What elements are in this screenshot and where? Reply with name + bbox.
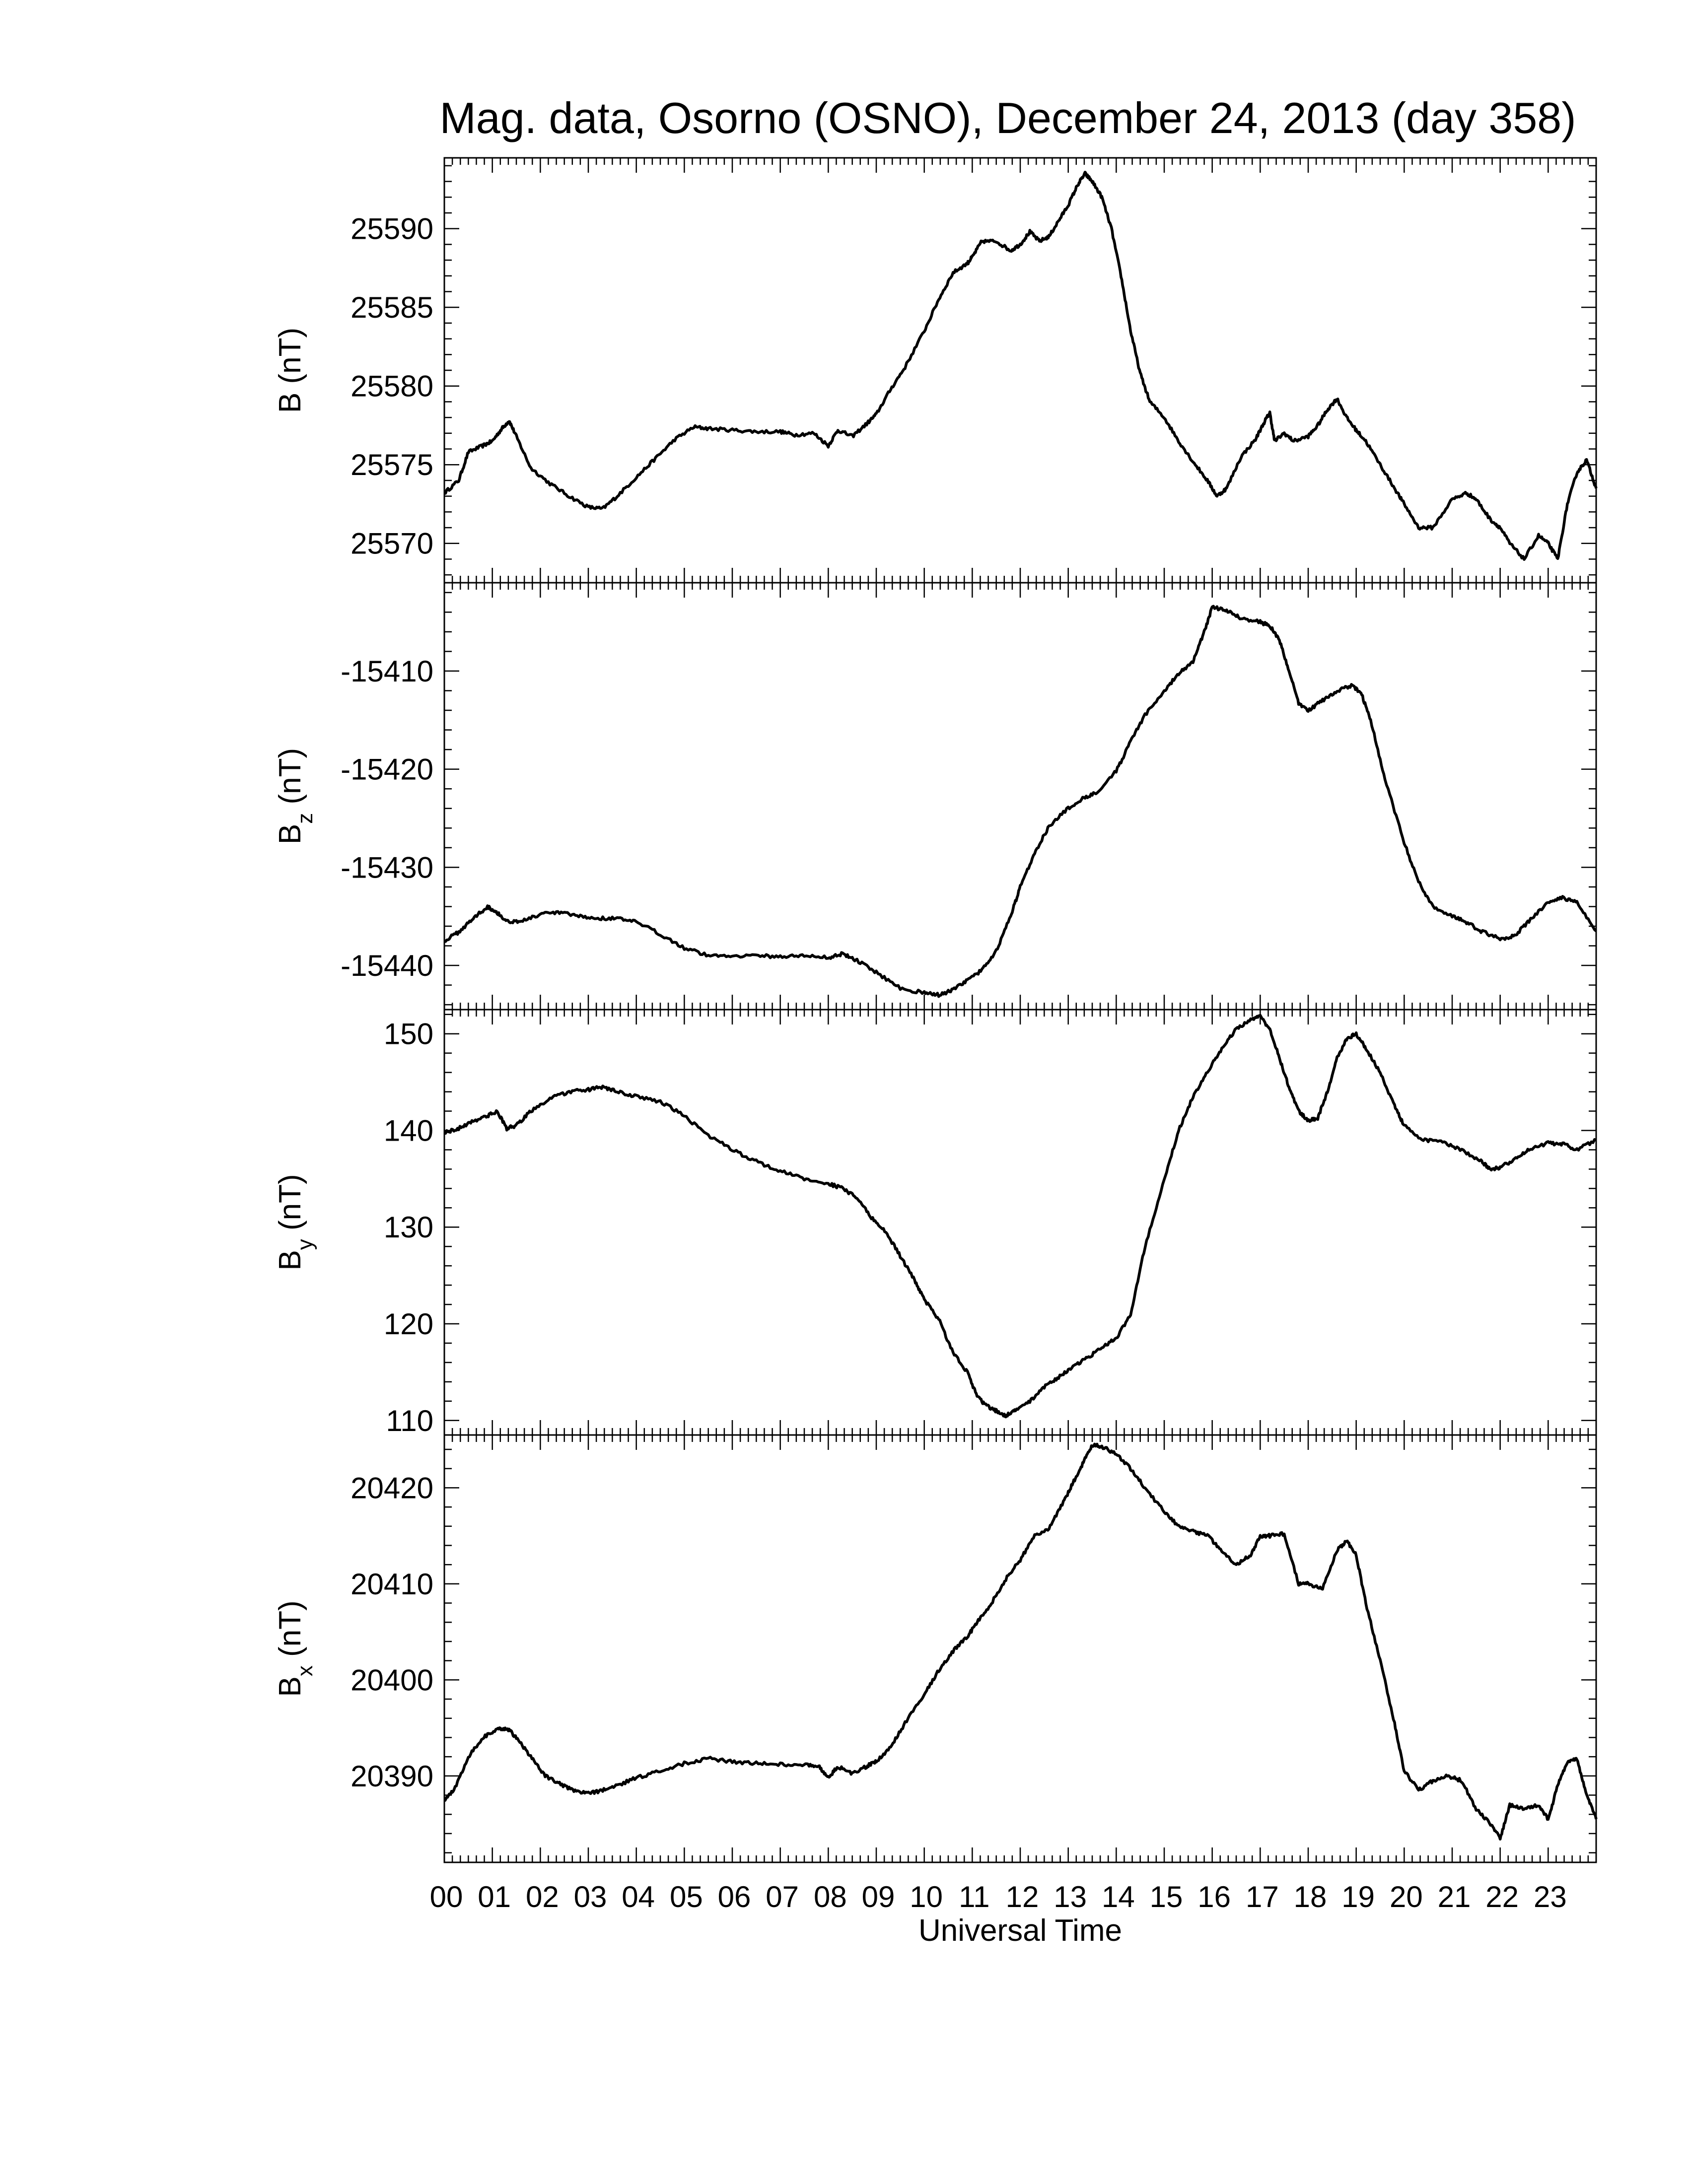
x-tick-label: 11 <box>959 1880 989 1913</box>
panel-Bx: 20390 20400 20410 20420 Bx (nT) <box>273 1434 1598 1863</box>
y-axis-label-unit: (nT) <box>273 328 307 393</box>
y-tick-label: 25585 <box>351 291 433 324</box>
x-tick-label: 16 <box>1197 1880 1231 1913</box>
y-tick-label: 20390 <box>351 1760 433 1793</box>
y-tick-label: -15430 <box>341 851 433 884</box>
y-axis-label-main: B <box>273 1676 307 1697</box>
x-tick-label: 05 <box>670 1880 703 1913</box>
y-axis-label-unit: (nT) <box>273 1174 307 1239</box>
panel-frame <box>443 157 1597 584</box>
y-axis-label: B (nT) <box>273 328 307 413</box>
y-tick-label: 25590 <box>351 212 433 246</box>
y-tick-label: 130 <box>384 1211 433 1244</box>
y-axis-label-subscript: x <box>293 1665 317 1676</box>
x-tick-label: 18 <box>1294 1880 1327 1913</box>
chart-title: Mag. data, Osorno (OSNO), December 24, 2… <box>439 93 1576 142</box>
y-tick-label: -15410 <box>341 655 433 688</box>
x-tick-label: 03 <box>574 1880 607 1913</box>
x-tick-label: 17 <box>1246 1880 1279 1913</box>
panel-By: 110 120 130 140 150 By (nT) <box>273 1009 1597 1437</box>
y-tick-label: 140 <box>384 1114 433 1147</box>
y-tick-label: 150 <box>384 1018 433 1051</box>
y-axis-label-unit: (nT) <box>273 1600 307 1665</box>
y-axis-label: Bx (nT) <box>273 1600 317 1697</box>
y-axis-label-main: B <box>273 824 307 844</box>
y-axis-label-subscript: y <box>293 1239 317 1250</box>
y-axis-label-subscript: z <box>293 813 317 824</box>
x-tick-label: 15 <box>1150 1880 1183 1913</box>
x-tick-label: 12 <box>1006 1880 1039 1913</box>
y-axis-label-unit: (nT) <box>273 748 307 813</box>
x-tick-label: 10 <box>910 1880 943 1913</box>
y-tick-label: 20410 <box>351 1568 433 1601</box>
x-tick-label: 23 <box>1534 1880 1567 1913</box>
series-line-Bz <box>443 605 1597 998</box>
x-tick-label: 19 <box>1341 1880 1375 1913</box>
x-tick-label: 02 <box>526 1880 559 1913</box>
y-tick-label: 120 <box>384 1307 433 1341</box>
y-tick-label: 25570 <box>351 527 433 560</box>
y-tick-label: 25575 <box>351 448 433 481</box>
y-tick-label: 110 <box>386 1404 433 1437</box>
x-tick-label: 14 <box>1102 1880 1135 1913</box>
y-axis-label-main: B <box>273 1250 307 1270</box>
x-tick-label: 13 <box>1054 1880 1087 1913</box>
x-tick-labels: 00 01 02 03 04 05 06 07 08 09 10 11 12 13 14 15 16 17 18 19… <box>430 1880 1567 1913</box>
panel-frame <box>443 1009 1597 1436</box>
x-axis-label: Universal Time <box>918 1913 1122 1948</box>
y-tick-label: 20420 <box>351 1471 433 1504</box>
x-tick-label: 22 <box>1485 1880 1519 1913</box>
panel-Bz: -15440 -15430 -15420 -15410 Bz (nT) <box>273 582 1597 1011</box>
x-tick-label: 07 <box>766 1880 799 1913</box>
series-line-Bx <box>443 1442 1598 1841</box>
y-axis-label-main: B <box>273 393 307 413</box>
series-line-B <box>444 171 1598 561</box>
x-tick-label: 08 <box>814 1880 847 1913</box>
x-tick-label: 00 <box>430 1880 463 1913</box>
panel-frame <box>443 1434 1597 1863</box>
y-tick-label: -15440 <box>341 949 433 982</box>
x-tick-label: 20 <box>1390 1880 1423 1913</box>
panel-B: 25570 25575 25580 25585 25590 B (nT) <box>273 157 1598 584</box>
x-tick-label: 06 <box>718 1880 751 1913</box>
series-line-By <box>443 1014 1597 1419</box>
panel-frame <box>443 582 1597 1011</box>
y-tick-label: -15420 <box>341 753 433 786</box>
y-axis-label: By (nT) <box>273 1174 317 1270</box>
x-tick-label: 21 <box>1438 1880 1471 1913</box>
y-tick-label: 20400 <box>351 1663 433 1697</box>
x-tick-label: 01 <box>478 1880 511 1913</box>
y-tick-label: 25580 <box>351 370 433 403</box>
x-tick-label: 04 <box>622 1880 655 1913</box>
y-axis-label: Bz (nT) <box>273 748 317 844</box>
x-tick-label: 09 <box>862 1880 895 1913</box>
